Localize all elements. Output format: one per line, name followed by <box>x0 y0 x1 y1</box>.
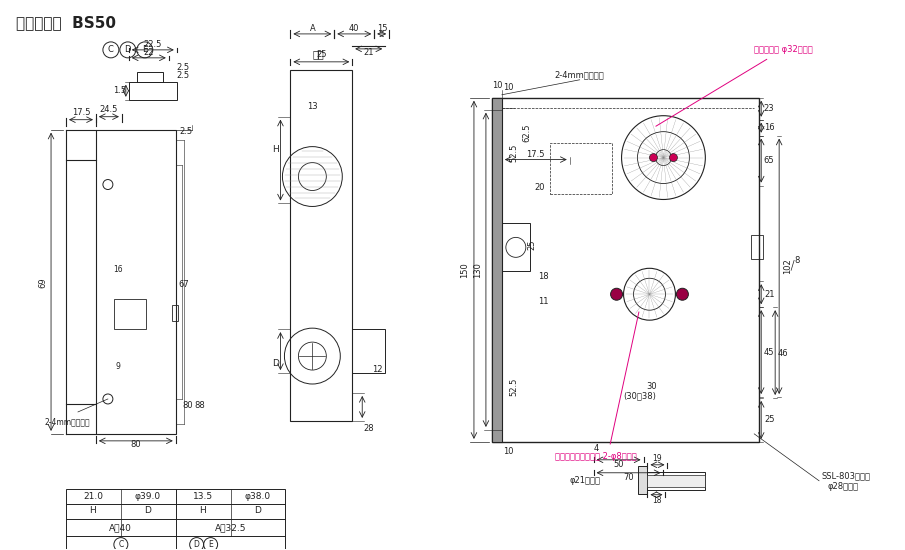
Text: 69: 69 <box>39 277 48 288</box>
Text: 46: 46 <box>777 349 788 358</box>
Text: SSL-803使用時: SSL-803使用時 <box>821 471 870 480</box>
Text: 102: 102 <box>783 258 792 274</box>
Text: A＝32.5: A＝32.5 <box>214 523 246 532</box>
Bar <box>172 305 177 321</box>
Text: 切欠外形図  BS50: 切欠外形図 BS50 <box>16 15 116 30</box>
Circle shape <box>611 288 623 300</box>
Text: (30－38): (30－38) <box>623 392 656 400</box>
Text: 1.5: 1.5 <box>113 86 127 95</box>
Text: 67: 67 <box>178 280 189 289</box>
Text: φ39.0: φ39.0 <box>135 492 161 501</box>
Bar <box>492 98 502 442</box>
Text: 9: 9 <box>116 361 120 371</box>
Text: 65: 65 <box>764 156 775 165</box>
Text: 2.5: 2.5 <box>176 63 189 72</box>
Bar <box>647 472 705 490</box>
Text: 150: 150 <box>461 262 470 278</box>
Text: 19: 19 <box>653 454 662 463</box>
Text: 28: 28 <box>363 425 374 433</box>
Text: 20: 20 <box>535 183 545 192</box>
Text: 21: 21 <box>764 290 775 299</box>
Text: H: H <box>272 145 279 154</box>
Text: C: C <box>119 540 123 549</box>
Bar <box>549 142 612 195</box>
Bar <box>66 489 285 550</box>
Text: H: H <box>199 506 206 515</box>
Text: 21.0: 21.0 <box>83 492 103 501</box>
Text: 扉厚: 扉厚 <box>312 49 324 59</box>
Bar <box>502 223 529 271</box>
Bar <box>114 299 146 329</box>
Text: 10: 10 <box>502 447 513 456</box>
Text: 23: 23 <box>764 104 775 113</box>
Bar <box>96 130 176 434</box>
Text: 52.5: 52.5 <box>510 378 519 396</box>
Circle shape <box>650 153 657 162</box>
Text: C: C <box>108 45 114 54</box>
Bar <box>751 235 763 260</box>
Text: D: D <box>254 506 261 515</box>
Text: 40: 40 <box>349 24 359 34</box>
Text: φ38.0: φ38.0 <box>244 492 271 501</box>
Text: 18: 18 <box>652 496 662 505</box>
Text: 80: 80 <box>183 402 193 410</box>
Text: 25: 25 <box>528 239 537 250</box>
Bar <box>129 82 176 100</box>
Bar <box>137 72 163 82</box>
Text: 45: 45 <box>764 348 775 356</box>
Text: 80: 80 <box>130 441 141 449</box>
Text: 10: 10 <box>491 81 502 90</box>
Text: 25: 25 <box>764 415 775 425</box>
Text: 22.5: 22.5 <box>144 40 162 50</box>
Text: φ21貫通穴: φ21貫通穴 <box>569 476 601 485</box>
Text: 50: 50 <box>614 460 624 469</box>
Text: A: A <box>310 24 315 34</box>
Text: 丸屋使用時 φ32貫通穴: 丸屋使用時 φ32貫通穴 <box>754 45 813 54</box>
Text: 13.5: 13.5 <box>193 492 213 501</box>
Text: 15: 15 <box>376 24 387 34</box>
Circle shape <box>670 153 678 162</box>
Text: A＝40: A＝40 <box>110 523 132 532</box>
Text: E: E <box>208 540 213 549</box>
Text: 22: 22 <box>144 48 154 57</box>
Text: 52.5: 52.5 <box>510 144 519 162</box>
Text: 4: 4 <box>594 444 599 453</box>
Bar <box>492 98 759 442</box>
Text: 11: 11 <box>538 296 549 306</box>
Text: 12: 12 <box>372 365 383 373</box>
Text: E: E <box>142 45 148 54</box>
Bar <box>647 475 705 487</box>
Bar <box>352 329 386 373</box>
Text: 丸屋・小判座使用時 2-φ8貫通穴: 丸屋・小判座使用時 2-φ8貫通穴 <box>555 452 636 461</box>
Text: 13: 13 <box>307 102 318 111</box>
Text: 10: 10 <box>502 83 513 92</box>
Text: φ28貫通穴: φ28貫通穴 <box>827 482 858 491</box>
Text: 21: 21 <box>363 48 374 57</box>
Text: 130: 130 <box>473 262 482 278</box>
Text: 16: 16 <box>113 265 123 274</box>
Text: 30: 30 <box>646 382 657 390</box>
Text: D: D <box>272 359 279 367</box>
Text: 8: 8 <box>795 256 800 265</box>
Text: 62.5: 62.5 <box>522 123 531 142</box>
Text: D: D <box>145 506 151 515</box>
Text: 2.5: 2.5 <box>179 127 192 136</box>
Bar <box>637 466 647 494</box>
Text: 2.5: 2.5 <box>176 72 189 80</box>
Text: D: D <box>194 540 200 549</box>
Text: 17.5: 17.5 <box>527 150 545 159</box>
Text: 25: 25 <box>316 51 327 59</box>
Text: 16: 16 <box>764 123 775 132</box>
Text: H: H <box>90 506 96 515</box>
Circle shape <box>676 288 689 300</box>
Text: 2-4mmネジ用穴: 2-4mmネジ用穴 <box>44 417 90 426</box>
Text: D: D <box>125 45 131 54</box>
Text: 88: 88 <box>195 402 205 410</box>
Text: 70: 70 <box>624 473 634 482</box>
Text: 2-4mmネジ用穴: 2-4mmネジ用穴 <box>555 70 605 79</box>
Text: 18: 18 <box>538 272 549 281</box>
Text: 17.5: 17.5 <box>71 108 90 117</box>
Text: 24.5: 24.5 <box>100 105 118 114</box>
Bar <box>291 70 352 421</box>
